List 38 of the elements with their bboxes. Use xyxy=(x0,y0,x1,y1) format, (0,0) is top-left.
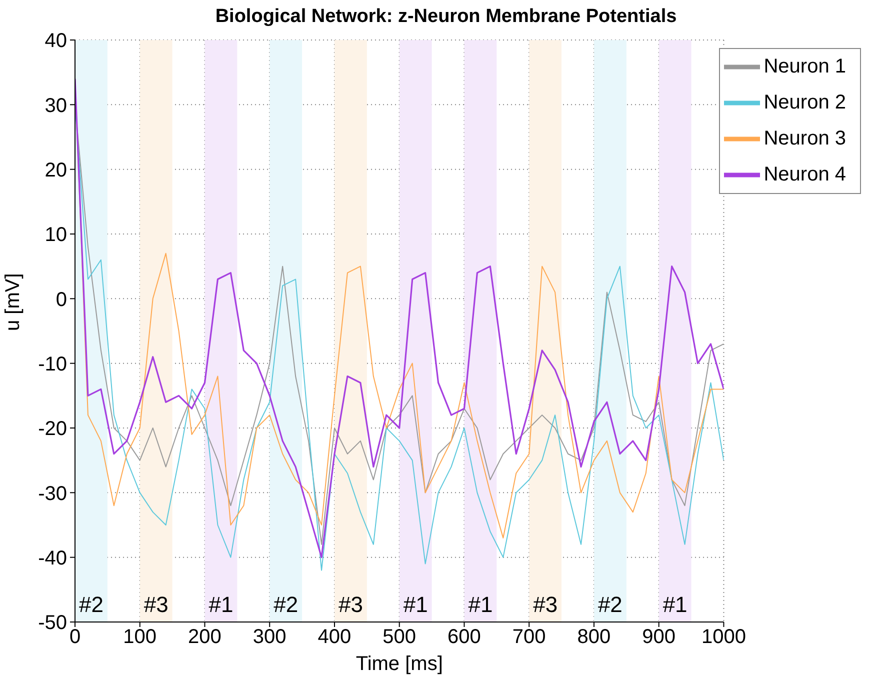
x-tick-label: 700 xyxy=(512,626,546,648)
y-tick-label: 40 xyxy=(44,30,67,52)
y-tick-label: -10 xyxy=(38,353,67,376)
legend-label: Neuron 4 xyxy=(764,163,846,186)
band-label: #3 xyxy=(533,592,558,617)
legend-label: Neuron 2 xyxy=(764,91,846,114)
chart-title: Biological Network: z-Neuron Membrane Potentials xyxy=(215,6,677,27)
band-label: #2 xyxy=(598,592,622,617)
band-label: #1 xyxy=(403,592,428,617)
legend-label: Neuron 3 xyxy=(764,127,846,150)
band-label: #3 xyxy=(144,592,168,617)
x-tick-label: 800 xyxy=(577,626,611,648)
band-label: #2 xyxy=(78,592,104,617)
y-tick-label: 0 xyxy=(56,288,67,311)
y-tick-label: 20 xyxy=(44,159,67,182)
y-tick-label: -30 xyxy=(38,482,67,505)
x-tick-label: 1000 xyxy=(701,626,746,648)
band-label: #1 xyxy=(208,592,234,617)
x-tick-label: 200 xyxy=(188,626,222,648)
band-label: #2 xyxy=(274,592,298,617)
x-axis-title: Time [ms] xyxy=(356,653,443,675)
y-tick-label: -50 xyxy=(38,612,67,634)
y-tick-label: 30 xyxy=(44,94,67,117)
y-tick-label: -20 xyxy=(38,418,67,440)
band-label: #1 xyxy=(468,592,493,617)
x-tick-label: 100 xyxy=(123,626,157,648)
y-tick-label: -40 xyxy=(38,547,67,570)
band-label: #3 xyxy=(338,592,363,617)
y-axis-title: u [mV] xyxy=(2,273,24,331)
x-tick-label: 0 xyxy=(69,626,81,648)
x-tick-label: 600 xyxy=(448,626,481,648)
x-tick-label: 400 xyxy=(318,626,352,648)
band-label: #1 xyxy=(662,592,688,617)
legend-label: Neuron 1 xyxy=(764,55,846,78)
x-tick-label: 900 xyxy=(642,626,676,648)
x-tick-label: 500 xyxy=(382,626,416,648)
y-tick-label: 10 xyxy=(44,224,67,246)
x-tick-label: 300 xyxy=(252,626,286,648)
